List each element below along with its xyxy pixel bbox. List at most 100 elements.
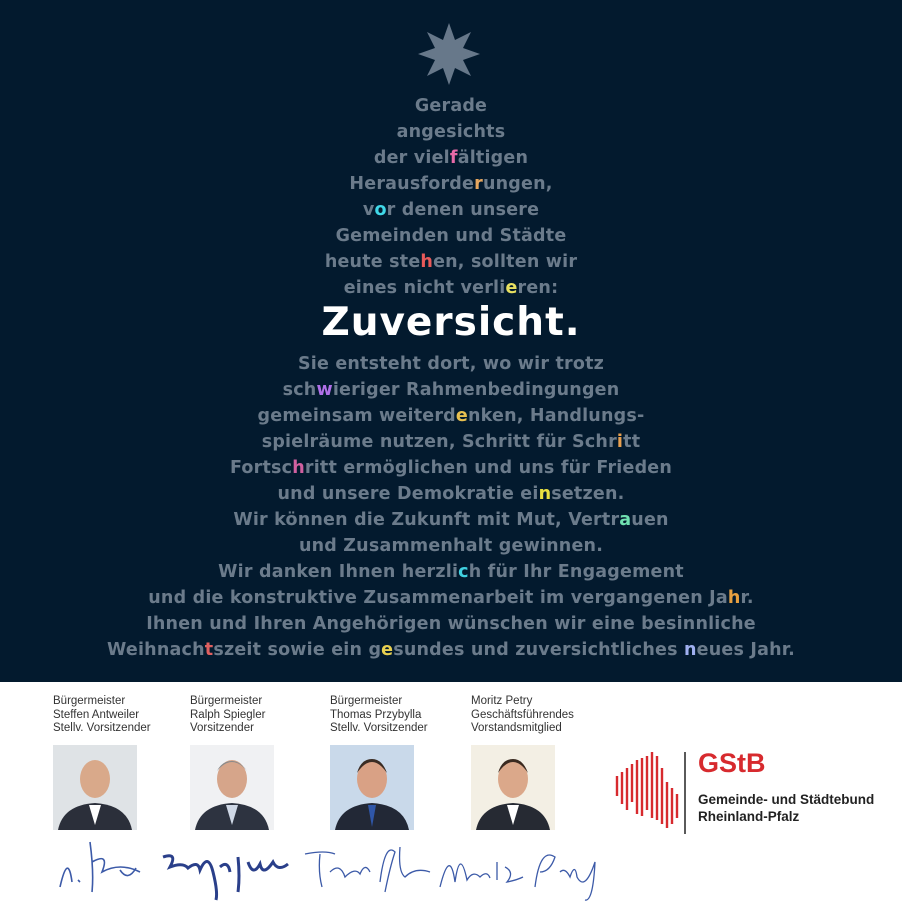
caption-title: Vorsitzender: [190, 722, 254, 734]
team-member-caption: Moritz Petry Geschäftsführendes Vorstandsm…: [471, 695, 574, 736]
star-icon: [418, 23, 480, 85]
organization-name-line2: Rheinland-Pfalz: [698, 809, 800, 824]
poem-text: r denen unsere: [386, 200, 540, 220]
poem-line: Ihnen und Ihren Angehörigen wünschen wir…: [0, 611, 902, 637]
poem-text: sundes und zuversichtliches: [393, 640, 684, 660]
caption-name: Thomas Przybylla: [330, 708, 422, 721]
poem-line: vor denen unsere: [0, 197, 902, 223]
signature-ralph-spiegler: [162, 854, 289, 901]
caption-name: Steffen Antweiler: [53, 708, 140, 721]
poem-text: angesichts: [396, 122, 506, 142]
headline: Zuversicht.: [321, 300, 581, 345]
poem-text: en, sollten wir: [433, 252, 578, 272]
poem-text: uen: [631, 510, 669, 530]
highlighted-letter: h: [727, 588, 741, 608]
highlighted-letter: o: [374, 200, 387, 220]
poem-line: spielräume nutzen, Schritt für Schritt: [0, 429, 902, 455]
highlighted-letter: w: [316, 380, 333, 400]
organization-name: Gemeinde- und Städtebund Rheinland-Pfalz: [698, 791, 874, 825]
poem-line: Fortschritt ermöglichen und uns für Frie…: [0, 455, 902, 481]
caption-role: Bürgermeister: [330, 695, 403, 707]
poem-line: gemeinsam weiterdenken, Handlungs-: [0, 403, 902, 429]
poem-text: eines nicht verli: [343, 278, 506, 298]
poem-text: ieriger Rahmenbedingungen: [332, 380, 620, 400]
poem-text: und die konstruktive Zusammenarbeit im v…: [148, 588, 728, 608]
poem-text: gemeinsam weiterd: [257, 406, 456, 426]
highlighted-letter: e: [455, 406, 468, 426]
poem-line: Wir können die Zukunft mit Mut, Vertraue…: [0, 507, 902, 533]
poem-text: Wir danken Ihnen herzli: [218, 562, 459, 582]
poem-line: eines nicht verlieren:: [0, 275, 902, 301]
highlighted-letter: c: [458, 562, 469, 582]
poem-text: sch: [282, 380, 317, 400]
highlighted-letter: i: [616, 432, 624, 452]
poem-text: setzen.: [551, 484, 625, 504]
poem-text: spielräume nutzen, Schritt für Schr: [261, 432, 617, 452]
poem-text: der viel: [373, 148, 450, 168]
poem-line: Wir danken Ihnen herzlich für Ihr Engage…: [0, 559, 902, 585]
poem-text: eues Jahr.: [696, 640, 795, 660]
photo-steffen-antweiler: [53, 745, 137, 830]
photo-moritz-petry: [471, 745, 555, 830]
poem-text: ungen,: [482, 174, 553, 194]
poem-text: r.: [740, 588, 754, 608]
poem-text: tt: [623, 432, 641, 452]
poem-text: Wir können die Zukunft mit Mut, Vertr: [233, 510, 620, 530]
poem-text: ältigen: [457, 148, 529, 168]
greeting-card-background: [0, 0, 902, 682]
poem-line: Sie entsteht dort, wo wir trotz: [0, 351, 902, 377]
poem-tree: Gerade angesichts der vielfältigen Herausfo…: [0, 93, 902, 663]
poem-text: nken, Handlungs-: [467, 406, 645, 426]
poem-text: Gemeinden und Städte: [335, 226, 567, 246]
poem-line: schwieriger Rahmenbedingungen: [0, 377, 902, 403]
poem-text: und Zusammenhalt gewinnen.: [298, 536, 604, 556]
poem-text: h für Ihr Engagement: [468, 562, 684, 582]
organization-name-line1: Gemeinde- und Städtebund: [698, 792, 875, 807]
highlighted-letter: h: [292, 458, 305, 478]
caption-title: Stellv. Vorsitzender: [53, 722, 151, 734]
caption-title: Stellv. Vorsitzender: [330, 722, 428, 734]
poem-text: szeit sowie ein g: [213, 640, 382, 660]
highlighted-letter: a: [619, 510, 632, 530]
poem-text: Ihnen und Ihren Angehörigen wünschen wir…: [146, 614, 756, 634]
highlighted-letter: e: [381, 640, 394, 660]
poem-line: angesichts: [0, 119, 902, 145]
poem-text: Sie entsteht dort, wo wir trotz: [297, 354, 605, 374]
poem-line: und Zusammenhalt gewinnen.: [0, 533, 902, 559]
poem-line: Gemeinden und Städte: [0, 223, 902, 249]
highlighted-letter: e: [505, 278, 518, 298]
caption-role: Moritz Petry: [471, 695, 533, 707]
highlighted-letter: r: [474, 174, 483, 194]
poem-text: ritt ermöglichen und uns für Frieden: [304, 458, 673, 478]
poem-line: und unsere Demokratie einsetzen.: [0, 481, 902, 507]
poem-text: Weihnach: [107, 640, 205, 660]
poem-line: Weihnachtszeit sowie ein gesundes und zu…: [0, 637, 902, 663]
poem-text: Herausforde: [349, 174, 475, 194]
highlighted-letter: n: [538, 484, 552, 504]
caption-name: Geschäftsführendes: [471, 708, 574, 721]
poem-line: heute stehen, sollten wir: [0, 249, 902, 275]
caption-name: Ralph Spiegler: [190, 708, 266, 721]
caption-title: Vorstandsmitglied: [471, 722, 562, 734]
signature-steffen-antweiler: [59, 841, 141, 893]
poem-text: und unsere Demokratie ei: [277, 484, 539, 504]
photo-thomas-przybylla: [330, 745, 414, 830]
gstb-logo-map-icon: [615, 752, 686, 834]
highlighted-letter: n: [684, 640, 697, 660]
caption-role: Bürgermeister: [53, 695, 126, 707]
team-member-caption: Bürgermeister Ralph Spiegler Vorsitzender: [190, 695, 265, 736]
highlighted-letter: f: [449, 148, 458, 168]
poem-text: v: [362, 200, 375, 220]
poem-text: Gerade: [414, 96, 488, 116]
photo-ralph-spiegler: [190, 745, 274, 830]
poem-line: und die konstruktive Zusammenarbeit im v…: [0, 585, 902, 611]
team-member-caption: Bürgermeister Steffen Antweiler Stellv. Vo…: [53, 695, 151, 736]
poem-line: der vielfältigen: [0, 145, 902, 171]
poem-text: heute ste: [324, 252, 421, 272]
highlighted-letter: t: [204, 640, 214, 660]
logo-abbreviation: GStB: [698, 748, 766, 778]
poem-line: Herausforderungen,: [0, 171, 902, 197]
poem-text: ren:: [517, 278, 559, 298]
team-member-caption: Bürgermeister Thomas Przybylla Stellv. Vor…: [330, 695, 428, 736]
signature-moritz-petry: [439, 854, 596, 901]
